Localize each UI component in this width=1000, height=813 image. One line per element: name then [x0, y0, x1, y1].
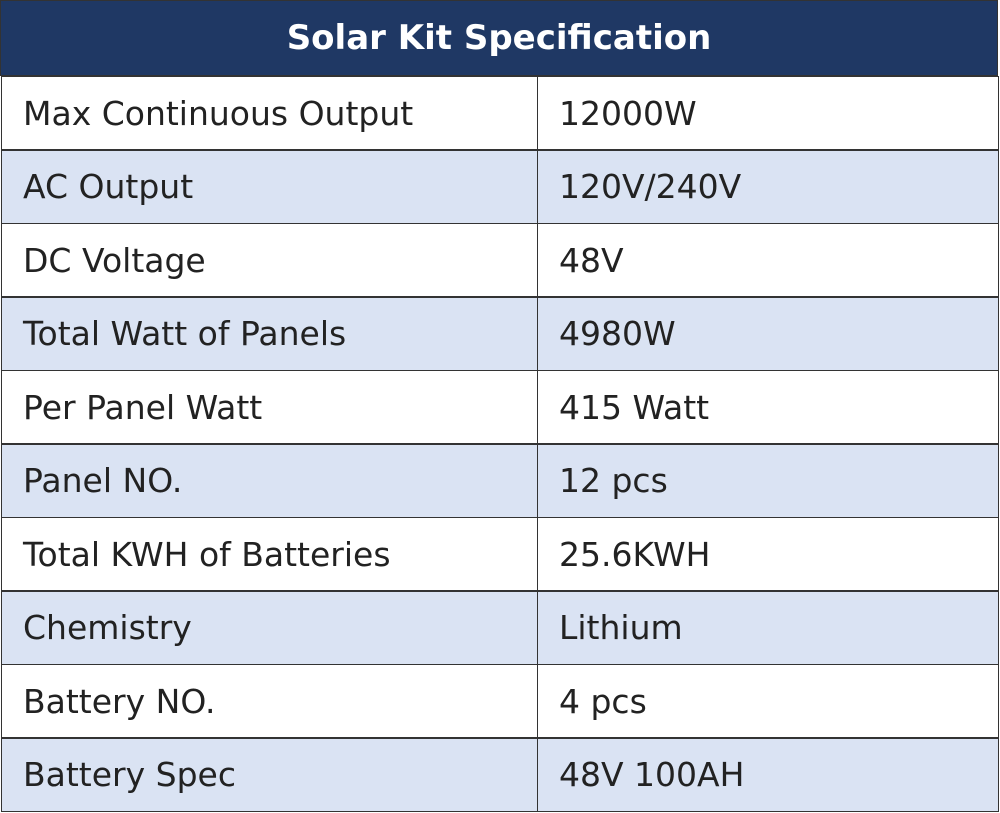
- spec-label: AC Output: [1, 149, 539, 224]
- spec-value: 120V/240V: [537, 149, 999, 224]
- table-row: DC Voltage 48V: [0, 223, 1000, 297]
- table-row: AC Output 120V/240V: [0, 149, 1000, 224]
- spec-value: 415 Watt: [537, 370, 999, 444]
- table-row: Per Panel Watt 415 Watt: [0, 370, 1000, 444]
- table-title: Solar Kit Specification: [0, 0, 998, 76]
- spec-label: Max Continuous Output: [1, 76, 539, 150]
- spec-label: Total KWH of Batteries: [1, 517, 539, 591]
- table-row: Total KWH of Batteries 25.6KWH: [0, 517, 1000, 591]
- table-row: Battery Spec 48V 100AH: [0, 737, 1000, 812]
- table-row: Panel NO. 12 pcs: [0, 443, 1000, 518]
- table-row: Chemistry Lithium: [0, 590, 1000, 665]
- spec-value: 12000W: [537, 76, 999, 150]
- spec-label: Chemistry: [1, 590, 539, 665]
- table-row: Battery NO. 4 pcs: [0, 664, 1000, 738]
- spec-label: Battery Spec: [1, 737, 539, 812]
- spec-label: Total Watt of Panels: [1, 296, 539, 371]
- table-row: Total Watt of Panels 4980W: [0, 296, 1000, 371]
- table-row: Max Continuous Output 12000W: [0, 76, 1000, 150]
- spec-value: 48V: [537, 223, 999, 297]
- spec-value: 12 pcs: [537, 443, 999, 518]
- spec-value: 4 pcs: [537, 664, 999, 738]
- spec-label: Battery NO.: [1, 664, 539, 738]
- spec-value: 4980W: [537, 296, 999, 371]
- spec-value: 48V 100AH: [537, 737, 999, 812]
- spec-value: 25.6KWH: [537, 517, 999, 591]
- spec-label: Panel NO.: [1, 443, 539, 518]
- spec-label: DC Voltage: [1, 223, 539, 297]
- spec-value: Lithium: [537, 590, 999, 665]
- spec-label: Per Panel Watt: [1, 370, 539, 444]
